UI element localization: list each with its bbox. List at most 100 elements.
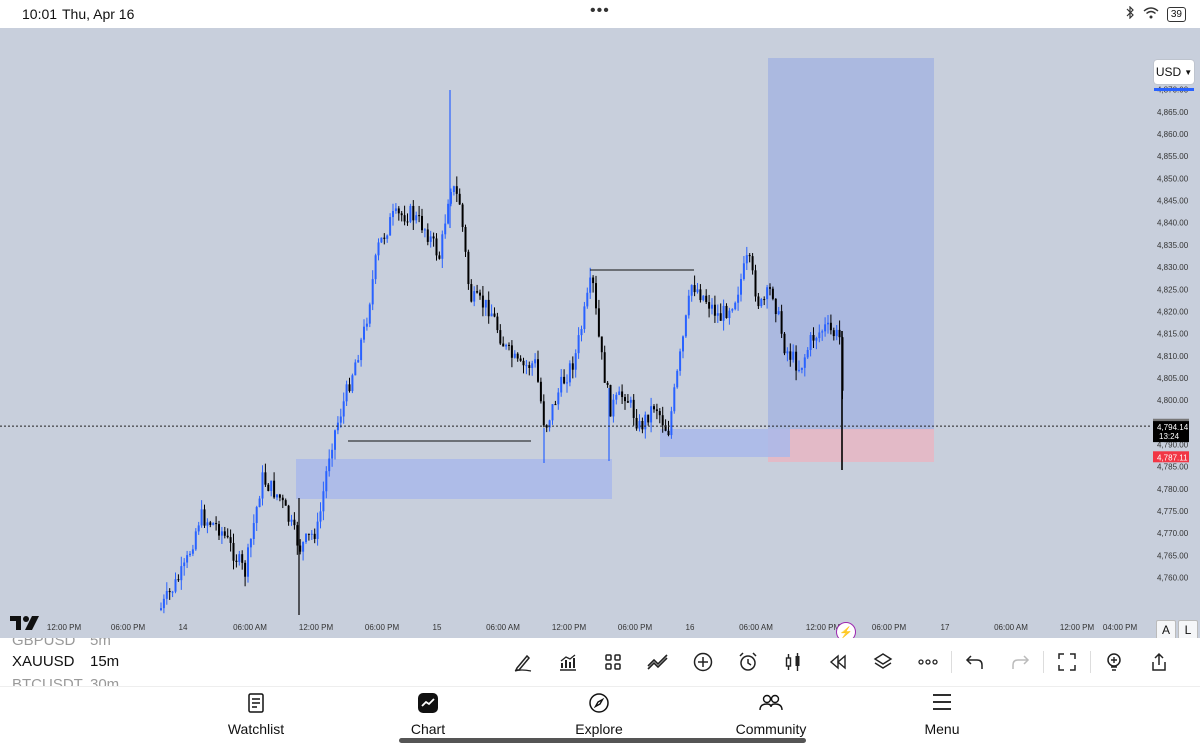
alarm-icon[interactable]: [733, 648, 763, 676]
candle-body: [612, 399, 615, 417]
nav-explore[interactable]: Explore: [539, 693, 659, 737]
symbol-row[interactable]: GBPUSD 5m: [12, 638, 111, 649]
ideas-bulb-icon[interactable]: [1099, 648, 1129, 676]
candle-body: [209, 522, 212, 525]
candle-body: [609, 384, 612, 417]
more-icon[interactable]: [913, 648, 943, 676]
symbol-row-active[interactable]: XAUUSD 15m: [12, 653, 119, 670]
candle-body: [200, 509, 203, 526]
candle-body: [537, 359, 539, 382]
auto-scale-button[interactable]: A: [1156, 620, 1176, 640]
candle-body: [342, 401, 345, 417]
candle-body: [270, 480, 273, 491]
price-chart[interactable]: 4,875.004,870.004,865.004,860.004,855.00…: [0, 28, 1200, 638]
undo-icon[interactable]: [960, 648, 990, 676]
toolbar-divider: [1090, 651, 1091, 673]
candle-body: [725, 305, 728, 319]
candle-body: [528, 365, 531, 368]
compass-icon: [539, 693, 659, 717]
candle-body: [290, 519, 293, 522]
chart-toolbar: GBPUSD 5m XAUUSD 15m BTCUSDT 30m: [0, 638, 1200, 686]
candle-body: [264, 472, 267, 485]
candle-body: [394, 208, 397, 212]
nav-chart[interactable]: Chart: [368, 693, 488, 737]
redo-icon[interactable]: [1005, 648, 1035, 676]
candle-body: [748, 255, 751, 257]
time-tick-label: 06:00 PM: [365, 623, 400, 632]
currency-select[interactable]: USD ▼: [1154, 60, 1194, 84]
layers-icon[interactable]: [868, 648, 898, 676]
layout-grid-icon[interactable]: [598, 648, 628, 676]
candle-body: [635, 417, 638, 429]
candle-body: [580, 329, 583, 336]
home-indicator[interactable]: [399, 738, 806, 743]
candle-body: [452, 186, 455, 192]
nav-menu[interactable]: Menu: [882, 693, 1002, 737]
time-tick-label: 12:00 PM: [806, 623, 841, 632]
candle-body: [548, 420, 551, 428]
candle-body: [629, 399, 632, 403]
fullscreen-icon[interactable]: [1052, 648, 1082, 676]
candle-body: [490, 313, 493, 317]
candle-body: [702, 295, 705, 301]
candle-body: [586, 292, 589, 307]
candle-body: [162, 598, 165, 609]
symbol-timeframe: 30m: [90, 676, 120, 686]
flash-icon[interactable]: ⚡: [836, 622, 856, 642]
candle-body: [249, 538, 252, 548]
add-icon[interactable]: [688, 648, 718, 676]
time-tick-label: 06:00 PM: [618, 623, 653, 632]
candle-body: [299, 545, 302, 552]
symbol-row[interactable]: BTCUSDT 30m: [12, 676, 119, 686]
candle-body: [574, 353, 577, 370]
candle-body: [241, 554, 244, 563]
candles-icon[interactable]: [778, 648, 808, 676]
candle-body: [510, 345, 513, 358]
candle-body: [806, 350, 809, 358]
nav-community[interactable]: Community: [711, 693, 831, 737]
candle-body: [212, 523, 215, 525]
price-tick-label: 4,775.00: [1157, 507, 1189, 516]
nav-label: Explore: [575, 721, 623, 737]
candle-body: [783, 333, 786, 354]
share-icon[interactable]: [1144, 648, 1174, 676]
candle-body: [238, 554, 241, 562]
bottom-nav: Watchlist Chart Explore Community Menu: [0, 686, 1200, 751]
nav-watchlist[interactable]: Watchlist: [196, 693, 316, 737]
price-tick-label: 4,765.00: [1157, 551, 1189, 560]
candle-body: [423, 229, 426, 231]
nav-label: Menu: [924, 721, 960, 737]
time-tick-label: 12:00 PM: [299, 623, 334, 632]
candle-body: [276, 494, 278, 498]
loss-zone: [768, 429, 934, 462]
candle-body: [403, 215, 406, 222]
replay-icon[interactable]: [823, 648, 853, 676]
indicators-icon[interactable]: [553, 648, 583, 676]
candle-body: [229, 537, 232, 543]
toolbar-divider: [951, 651, 952, 673]
candle-body: [180, 566, 183, 581]
candle-body: [374, 255, 377, 280]
symbol-list[interactable]: GBPUSD 5m XAUUSD 15m BTCUSDT 30m: [12, 638, 212, 686]
symbol-name: BTCUSDT: [12, 676, 83, 686]
candle-body: [363, 326, 365, 340]
candle-body: [789, 351, 792, 360]
candle-body: [183, 562, 186, 567]
candle-body: [525, 365, 528, 367]
log-scale-button[interactable]: L: [1178, 620, 1198, 640]
candle-body: [360, 339, 363, 361]
candle-body: [273, 480, 276, 498]
candle-body: [829, 322, 832, 331]
time-tick-label: 15: [433, 623, 442, 632]
multitask-dots-icon[interactable]: •••: [590, 2, 610, 19]
candle-body: [505, 344, 508, 347]
candle-body: [786, 351, 789, 354]
chart-area[interactable]: 4,875.004,870.004,865.004,860.004,855.00…: [0, 28, 1200, 662]
candle-body: [357, 360, 360, 363]
candle-body: [821, 331, 824, 333]
candle-body: [838, 329, 841, 338]
price-tick-label: 4,825.00: [1157, 285, 1189, 294]
compare-icon[interactable]: [643, 648, 673, 676]
pen-icon[interactable]: [508, 648, 538, 676]
candle-body: [412, 205, 415, 221]
